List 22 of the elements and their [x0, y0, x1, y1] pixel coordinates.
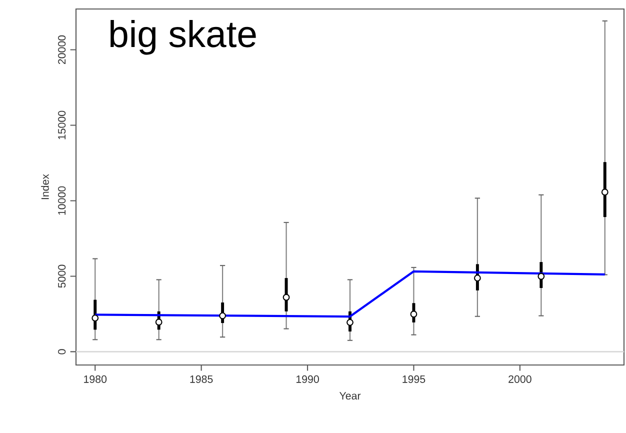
x-tick-label: 1985: [190, 375, 213, 383]
point: [538, 272, 545, 280]
point: [219, 312, 226, 320]
point: [601, 188, 608, 196]
y-tick-label: 20000: [58, 35, 66, 64]
y-tick-label: 5000: [58, 264, 66, 288]
y-tick-label: 10000: [58, 186, 66, 215]
x-tick-label: 2000: [508, 375, 532, 383]
point: [474, 274, 481, 282]
y-axis-title: Index: [41, 174, 49, 200]
x-tick-label: 1995: [402, 375, 426, 383]
point: [155, 318, 162, 326]
y-tick-label: 15000: [58, 110, 66, 140]
point: [282, 294, 290, 301]
point: [92, 314, 99, 322]
point: [346, 318, 354, 326]
point: [410, 310, 418, 318]
x-tick-label: 1980: [84, 375, 107, 383]
chart-title: big skate: [110, 20, 256, 55]
x-tick-label: 1990: [296, 375, 319, 383]
y-tick-label: 0: [58, 349, 66, 354]
x-axis-title: Year: [339, 392, 361, 400]
